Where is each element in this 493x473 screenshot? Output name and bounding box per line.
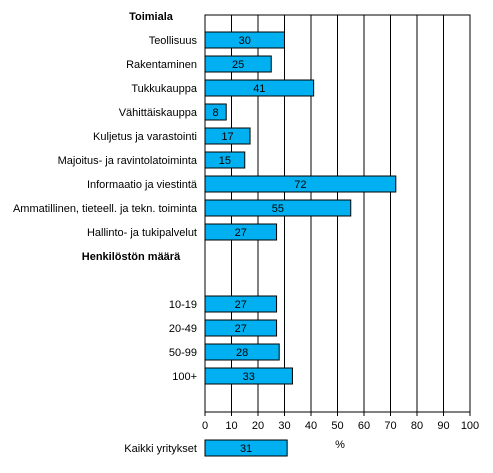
bar: [204, 199, 352, 217]
category-label: Teollisuus: [149, 35, 198, 47]
x-tick-label: 80: [411, 420, 423, 432]
category-label: Kuljetus ja varastointi: [93, 131, 197, 143]
x-tick-label: 90: [437, 420, 449, 432]
category-label: 100+: [172, 371, 197, 383]
data-label: 27: [235, 299, 247, 311]
data-label: 28: [236, 347, 248, 359]
data-label: 31: [240, 443, 252, 455]
x-tick-label: 100: [461, 420, 479, 432]
x-tick-label: 60: [358, 420, 370, 432]
bar: [204, 31, 285, 49]
data-label: 27: [235, 323, 247, 335]
category-label: Hallinto- ja tukipalvelut: [87, 227, 197, 239]
category-label: 10-19: [169, 299, 197, 311]
bars: 30 25 41 817 15 72 55 27 27 27 28 33 31: [204, 31, 397, 457]
category-label: Tukkukauppa: [131, 83, 198, 95]
category-label: 20-49: [169, 323, 197, 335]
data-label: 33: [243, 371, 255, 383]
x-axis: 0 10 20 30 40 50 60 70 80 90 100: [202, 412, 479, 432]
group-header: Toimiala: [129, 11, 174, 23]
x-tick-label: 50: [331, 420, 343, 432]
bar: [204, 295, 278, 313]
bar: [204, 79, 315, 97]
x-tick-label: 40: [305, 420, 317, 432]
x-tick-label: 30: [278, 420, 290, 432]
category-labels: Toimiala Teollisuus Rakentaminen Tukkukaupp…: [13, 11, 198, 455]
data-label: 55: [272, 203, 284, 215]
x-tick-label: 10: [225, 420, 237, 432]
x-tick-label: 70: [384, 420, 396, 432]
data-label: 17: [221, 131, 233, 143]
group-header: Henkilöstön määrä: [82, 251, 181, 263]
category-label: Ammatillinen, tieteell. ja tekn. toimint…: [13, 203, 198, 215]
category-label: 50-99: [169, 347, 197, 359]
x-tick-label: 20: [252, 420, 264, 432]
category-label: Rakentaminen: [126, 59, 197, 71]
x-tick-label: 0: [202, 420, 208, 432]
bar: [204, 439, 288, 457]
category-label: Majoitus- ja ravintolatoiminta: [58, 155, 198, 167]
data-label: 25: [232, 59, 244, 71]
category-label: Informaatio ja viestintä: [87, 179, 198, 191]
data-label: 30: [239, 35, 251, 47]
bar: [204, 103, 227, 121]
bar: [204, 367, 293, 385]
category-label: Vähittäiskauppa: [119, 107, 198, 119]
bar: [204, 127, 251, 145]
data-label: 8: [213, 107, 219, 119]
bar: [204, 55, 272, 73]
data-label: 15: [219, 155, 231, 167]
data-label: 72: [294, 179, 306, 191]
bar: [204, 175, 397, 193]
bar: [204, 223, 278, 241]
data-label: 41: [253, 83, 265, 95]
bar: [204, 319, 278, 337]
bar: [204, 151, 246, 169]
category-label: Kaikki yritykset: [124, 443, 197, 455]
bar: [204, 343, 280, 361]
x-axis-label: %: [335, 439, 345, 451]
data-label: 27: [235, 227, 247, 239]
